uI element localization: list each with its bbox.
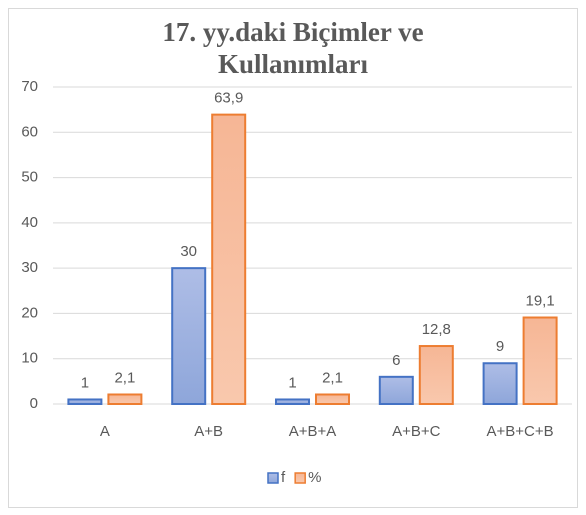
bar bbox=[418, 345, 454, 405]
data-label: 30 bbox=[180, 243, 197, 260]
x-tick-label: A+B bbox=[194, 423, 223, 440]
bar bbox=[378, 375, 414, 406]
data-label: 2,1 bbox=[322, 369, 343, 386]
bar bbox=[67, 398, 103, 406]
bar bbox=[522, 316, 558, 405]
data-label: 2,1 bbox=[114, 369, 135, 386]
legend-swatch bbox=[267, 472, 279, 484]
data-label: 1 bbox=[81, 374, 89, 391]
x-tick-label: A+B+C bbox=[392, 423, 441, 440]
bar bbox=[482, 362, 518, 405]
legend-swatch bbox=[294, 472, 306, 484]
data-label: 12,8 bbox=[422, 321, 451, 338]
data-label: 1 bbox=[288, 374, 296, 391]
chart-frame bbox=[8, 8, 578, 508]
y-tick-label: 10 bbox=[21, 350, 38, 367]
y-tick-label: 70 bbox=[21, 78, 38, 95]
legend-label: f bbox=[281, 469, 286, 486]
chart-title: 17. yy.daki Biçimler ve Kullanımları bbox=[162, 17, 424, 79]
y-tick-label: 40 bbox=[21, 214, 38, 231]
data-label: 63,9 bbox=[214, 90, 243, 107]
bar bbox=[107, 393, 143, 405]
data-label: 6 bbox=[392, 352, 400, 369]
data-label: 9 bbox=[496, 338, 504, 355]
bar bbox=[315, 393, 350, 405]
legend-label: % bbox=[308, 469, 321, 486]
y-tick-label: 50 bbox=[21, 169, 38, 186]
data-label: 19,1 bbox=[525, 292, 554, 309]
y-tick-label: 60 bbox=[21, 123, 38, 140]
bar bbox=[211, 113, 247, 405]
y-tick-label: 30 bbox=[21, 259, 38, 276]
x-tick-label: A+B+A bbox=[289, 423, 337, 440]
y-tick-label: 20 bbox=[21, 304, 38, 321]
bar bbox=[171, 267, 207, 405]
bar bbox=[275, 398, 310, 406]
y-tick-label: 0 bbox=[30, 395, 38, 412]
x-tick-label: A bbox=[100, 423, 110, 440]
x-tick-label: A+B+C+B bbox=[487, 423, 554, 440]
